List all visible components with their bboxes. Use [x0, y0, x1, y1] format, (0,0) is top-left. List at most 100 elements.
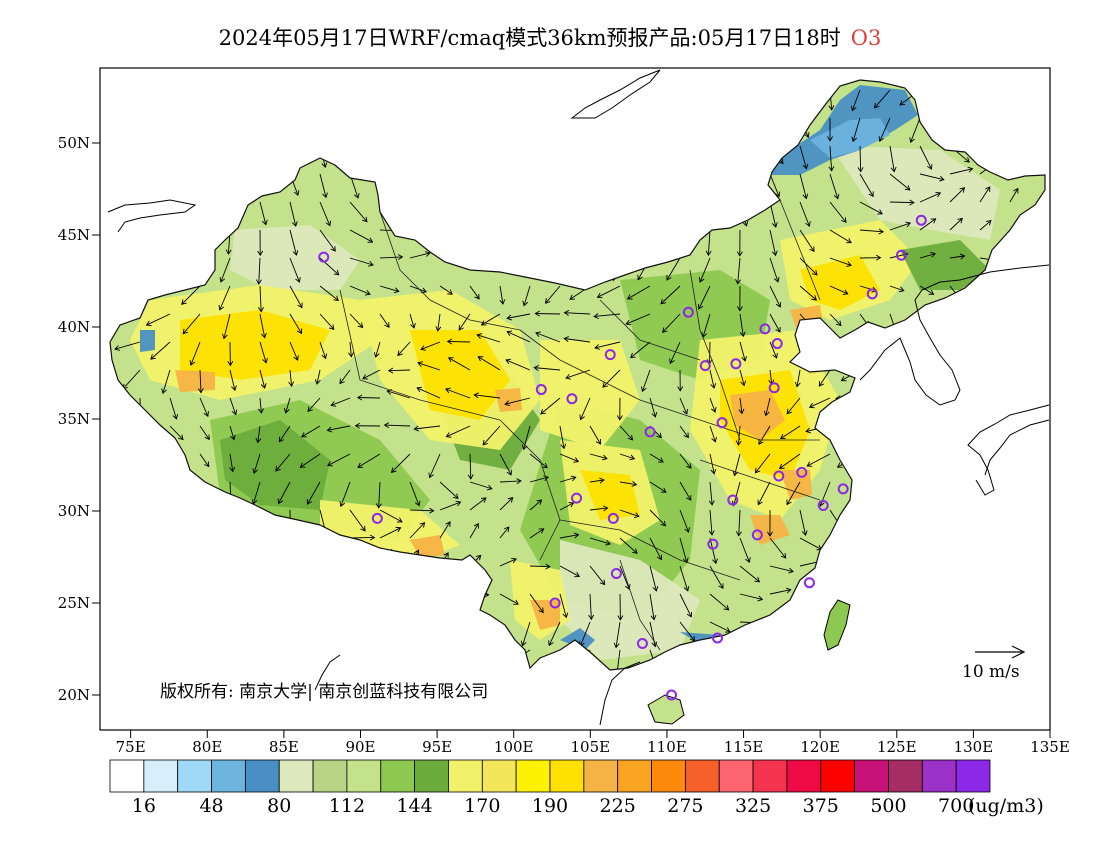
wind-arrow-shaft [114, 313, 141, 318]
wind-arrow-shaft [200, 706, 207, 721]
colorbar-label: 700 [938, 795, 974, 817]
wind-arrow-head [446, 338, 453, 345]
wind-arrow [453, 649, 471, 669]
wind-arrow-head [139, 697, 144, 701]
wind-arrow [619, 196, 638, 203]
wind-arrow [619, 565, 631, 590]
wind-arrow-shaft [477, 334, 501, 343]
wind-arrow-shaft [679, 509, 690, 533]
wind-arrow-head [651, 412, 658, 418]
wind-arrow [559, 532, 580, 539]
map-title: 2024年05月17日WRF/cmaq模式36km预报产品:05月17日18时 O… [0, 22, 1100, 52]
wind-arrow-head [172, 244, 178, 251]
wind-arrow-head [835, 702, 840, 707]
province-boundaries [339, 199, 821, 651]
wind-arrow [259, 313, 267, 339]
wind-arrow-shaft [620, 706, 624, 725]
wind-reference-label: 10 m/s [962, 662, 1020, 682]
wind-arrow-head [1020, 526, 1026, 532]
wind-arrow-shaft [1004, 285, 1011, 308]
x-tick-label: 85E [269, 738, 299, 756]
wind-arrow [859, 173, 874, 198]
wind-arrow-shaft [229, 89, 250, 94]
wind-arrow-shaft [547, 706, 560, 725]
wind-arrow-head [735, 279, 742, 285]
wind-arrow-head [865, 551, 872, 557]
wind-arrow [680, 678, 692, 692]
wind-arrow-head [204, 493, 210, 500]
wind-arrow [420, 89, 441, 105]
wind-arrow [709, 649, 729, 660]
wind-arrow-shaft [889, 524, 904, 539]
wind-arrow-head [337, 557, 344, 564]
wind-arrow [259, 341, 268, 364]
wind-arrow-shaft [319, 559, 344, 567]
wind-arrow-shaft [259, 145, 276, 156]
wind-arrow [520, 621, 531, 647]
wind-arrow [289, 537, 308, 559]
wind-arrow-head [149, 436, 155, 442]
wind-arrow-head [389, 190, 395, 197]
wind-arrow-shaft [139, 509, 157, 517]
wind-arrow-shaft [619, 565, 630, 590]
wind-arrow-shaft [649, 565, 657, 592]
wind-arrow [139, 453, 158, 462]
wind-arrow-shaft [379, 527, 401, 539]
wind-arrow-shaft [162, 369, 171, 394]
wind-arrow [829, 173, 840, 200]
wind-arrow [277, 481, 291, 505]
wind-arrow [499, 593, 519, 605]
wind-arrow-shaft [800, 678, 805, 697]
wind-arrow-shaft [289, 285, 303, 308]
wind-arrow-shaft [649, 593, 655, 620]
wind-arrow [506, 330, 531, 343]
wind-arrow [736, 229, 743, 257]
wind-arrow [709, 89, 729, 96]
wind-arrow-shaft [199, 201, 215, 217]
wind-arrow [889, 524, 905, 539]
wind-arrow [259, 145, 276, 156]
wind-arrow-shaft [620, 678, 621, 700]
wind-arrow [1039, 134, 1045, 147]
wind-arrow [181, 285, 201, 305]
wind-arrow [259, 173, 273, 192]
colorbar-swatch [109, 759, 145, 793]
wind-arrow-head [602, 232, 609, 238]
wind-arrow-head [617, 615, 624, 621]
wind-arrow-shaft [1039, 500, 1045, 511]
wind-arrow-shaft [474, 678, 500, 680]
wind-arrow [259, 565, 282, 582]
wind-arrow [339, 369, 351, 385]
wind-arrow-head [333, 269, 340, 276]
wind-arrow [161, 369, 171, 395]
wind-arrow [1002, 285, 1011, 309]
wind-arrow [330, 397, 351, 407]
wind-arrow-head [157, 273, 164, 280]
wind-arrow [996, 89, 1011, 113]
wind-arrow-head [625, 319, 632, 326]
wind-arrow [379, 649, 390, 667]
wind-arrow [540, 397, 561, 415]
wind-arrow [709, 397, 717, 413]
wind-arrow [169, 649, 181, 670]
wind-arrow [559, 425, 567, 450]
wind-arrow-head [608, 115, 614, 121]
wind-arrow-shaft [439, 501, 461, 511]
wind-arrow [859, 254, 882, 261]
wind-arrow-shaft [417, 362, 441, 371]
wind-arrow [529, 499, 543, 511]
wind-arrow-head [1019, 462, 1026, 468]
wind-arrow [377, 145, 384, 172]
wind-arrow-head [637, 274, 643, 281]
wind-arrow [735, 425, 742, 446]
wind-arrow-head [579, 695, 584, 700]
wind-arrow [949, 499, 965, 511]
wind-arrow-shaft [139, 110, 163, 119]
wind-arrow-shaft [857, 481, 861, 508]
wind-arrow [139, 678, 144, 702]
wind-arrow-head [301, 552, 308, 559]
wind-arrow-head [288, 381, 295, 387]
wind-arrow-head [119, 231, 126, 238]
wind-arrow-shaft [649, 89, 671, 99]
wind-arrow [859, 649, 872, 669]
